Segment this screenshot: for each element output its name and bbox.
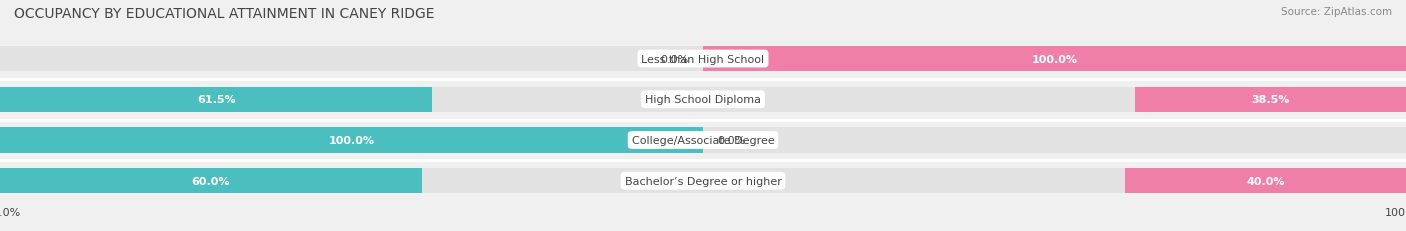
Text: OCCUPANCY BY EDUCATIONAL ATTAINMENT IN CANEY RIDGE: OCCUPANCY BY EDUCATIONAL ATTAINMENT IN C… (14, 7, 434, 21)
Text: 0.0%: 0.0% (717, 135, 745, 145)
Bar (0, 87, 1406, 112)
Text: Bachelor’s Degree or higher: Bachelor’s Degree or higher (624, 176, 782, 186)
Bar (703, 47, 1406, 72)
Bar (0, 168, 422, 194)
Bar (1136, 87, 1406, 112)
Bar (0, 47, 1406, 72)
Bar (0, 87, 433, 112)
Text: 40.0%: 40.0% (1246, 176, 1285, 186)
Text: High School Diploma: High School Diploma (645, 95, 761, 105)
Bar (0, 168, 1406, 194)
Text: Less than High School: Less than High School (641, 54, 765, 64)
Text: 60.0%: 60.0% (191, 176, 231, 186)
Bar (0, 128, 1406, 153)
Text: 100.0%: 100.0% (1032, 54, 1077, 64)
Text: 61.5%: 61.5% (197, 95, 235, 105)
Text: College/Associate Degree: College/Associate Degree (631, 135, 775, 145)
Bar (1125, 168, 1406, 194)
Text: 38.5%: 38.5% (1251, 95, 1289, 105)
Text: 100.0%: 100.0% (329, 135, 374, 145)
Text: Source: ZipAtlas.com: Source: ZipAtlas.com (1281, 7, 1392, 17)
Text: 0.0%: 0.0% (661, 54, 689, 64)
Bar (0, 128, 703, 153)
